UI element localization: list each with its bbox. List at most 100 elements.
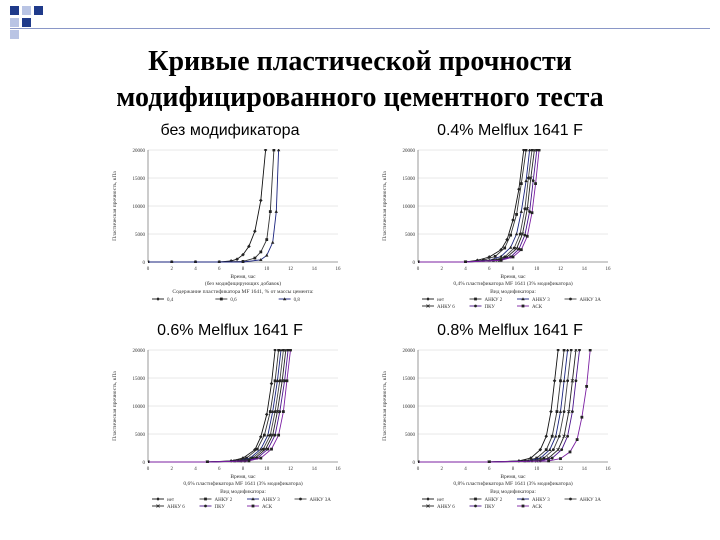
legend-marker [521, 297, 525, 301]
data-point [247, 459, 251, 463]
data-point [148, 460, 150, 463]
data-point [286, 349, 290, 352]
decor-square [10, 18, 19, 27]
chart-04-melflux: 0 5000 10000 15000 20000 0 2 4 6 8 10 12 14 16 Пластич… [382, 149, 611, 310]
y-tick-label: 20000 [403, 149, 416, 154]
data-point [519, 248, 523, 252]
data-point [566, 434, 570, 438]
decor-square [10, 30, 19, 39]
series-group [148, 349, 292, 463]
y-tick-label: 10000 [403, 205, 416, 210]
data-point [464, 260, 467, 263]
legend-marker [204, 504, 207, 508]
data-point [217, 260, 221, 263]
x-tick-label: 12 [558, 267, 564, 272]
data-point [418, 260, 420, 263]
data-point [562, 379, 566, 383]
data-point [289, 349, 292, 352]
y-tick-label: 5000 [135, 233, 146, 238]
data-point [565, 349, 570, 352]
data-point [554, 434, 558, 438]
x-axis-sublabel: 0,8% пластификатора МF 1641 (3% модифика… [453, 480, 573, 487]
data-point [261, 447, 265, 451]
legend-caption: Вид модификатора: [490, 288, 536, 295]
data-point [266, 447, 270, 451]
panel-title-04: 0.4% Melflux 1641 F [437, 122, 583, 139]
data-point [268, 210, 272, 213]
y-tick-label: 5000 [405, 233, 416, 238]
data-point [273, 349, 277, 352]
decor-square [10, 6, 19, 15]
x-axis-label: Время, час [230, 474, 256, 480]
data-point [241, 252, 245, 257]
legend-marker [156, 297, 160, 301]
data-point [193, 260, 198, 263]
data-point [549, 409, 553, 414]
data-point [530, 149, 534, 152]
legend-marker [426, 297, 430, 301]
legend-entry: нет [167, 498, 175, 503]
y-tick-label: 15000 [133, 377, 146, 382]
data-point [562, 410, 566, 413]
data-point [275, 409, 280, 414]
legend-entry: 0,8 [294, 298, 301, 303]
data-point [265, 253, 269, 257]
x-tick-label: 2 [171, 267, 174, 272]
data-point [418, 460, 420, 463]
data-point [523, 207, 527, 211]
legend-marker [474, 497, 477, 501]
data-point [277, 433, 281, 437]
data-point [566, 379, 570, 383]
legend-marker [521, 504, 525, 508]
data-point [585, 385, 589, 388]
data-point [276, 149, 281, 152]
legend-marker [299, 497, 302, 501]
x-tick-label: 8 [242, 267, 245, 272]
y-tick-label: 10000 [133, 205, 146, 210]
decorative-line [10, 28, 710, 29]
panel-title-06: 0.6% Melflux 1641 F [157, 322, 303, 339]
data-point [278, 410, 282, 413]
data-point [273, 379, 277, 383]
x-tick-label: 2 [441, 267, 444, 272]
data-point [562, 434, 566, 439]
data-point [279, 349, 283, 352]
y-axis-label: Пластическая прочность, кПа [382, 371, 388, 441]
legend-marker [156, 497, 160, 501]
data-point [170, 260, 174, 263]
x-tick-label: 6 [218, 267, 221, 272]
data-point [281, 349, 285, 352]
data-point [270, 409, 275, 413]
y-tick-label: 15000 [403, 377, 416, 382]
x-tick-label: 8 [512, 267, 515, 272]
y-axis-label: Пластическая прочность, кПа [112, 371, 118, 441]
data-point [245, 456, 248, 460]
data-point [562, 349, 566, 352]
data-point [527, 176, 530, 180]
data-point [255, 447, 259, 451]
legend-entry: ПКУ [485, 505, 496, 510]
x-tick-label: 8 [242, 467, 245, 472]
x-tick-label: 14 [312, 267, 318, 272]
data-point [523, 233, 527, 237]
legend-marker [219, 297, 223, 301]
x-tick-label: 6 [218, 467, 221, 472]
data-point [509, 233, 513, 237]
legend-caption: Вид модификатора: [220, 488, 266, 495]
data-point [519, 182, 523, 185]
y-tick-label: 0 [413, 461, 416, 466]
data-point [535, 149, 539, 152]
data-point [529, 176, 533, 180]
x-tick-label: 10 [264, 467, 270, 472]
data-point [493, 255, 497, 258]
data-point [259, 198, 263, 203]
data-point [515, 213, 518, 216]
data-point [205, 460, 209, 463]
x-tick-label: 0 [147, 267, 150, 272]
data-point [281, 410, 285, 413]
data-point [487, 460, 491, 463]
data-point [558, 409, 563, 413]
panel-title-08: 0.8% Melflux 1641 F [437, 322, 583, 339]
data-point [519, 209, 524, 213]
data-point [283, 379, 286, 383]
